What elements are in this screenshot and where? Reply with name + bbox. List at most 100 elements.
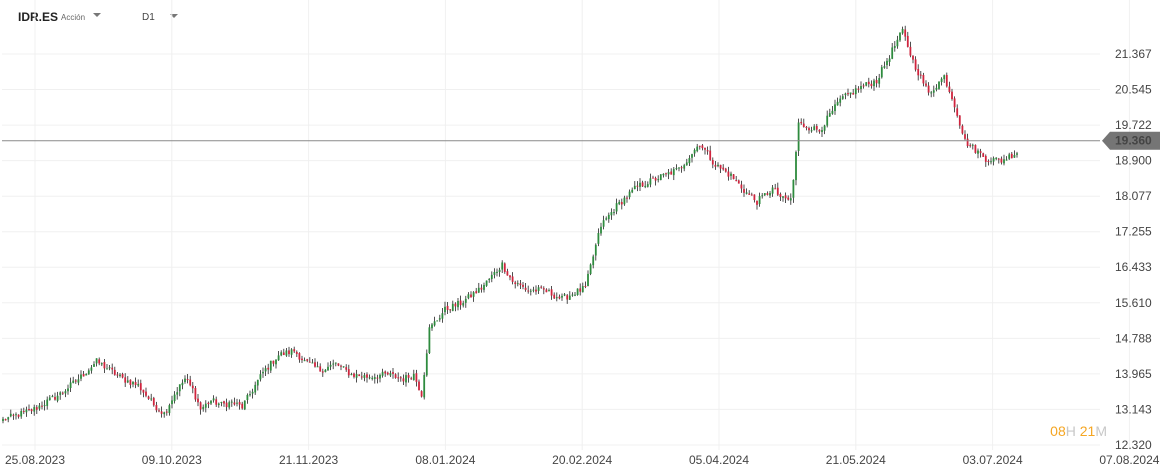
candle	[243, 400, 246, 411]
candle-body	[12, 414, 15, 416]
candle-body	[48, 397, 51, 401]
candle	[376, 374, 379, 384]
x-tick-label: 09.10.2023	[142, 453, 202, 467]
candle	[930, 90, 933, 98]
candle-body	[251, 391, 254, 394]
candle-body	[722, 167, 725, 170]
candle-body	[145, 391, 147, 396]
x-tick-label: 08.01.2024	[415, 453, 475, 467]
candle	[178, 384, 181, 397]
candle	[1003, 154, 1005, 166]
candle-body	[995, 157, 998, 159]
candle-body	[917, 68, 920, 76]
candle-body	[410, 378, 413, 380]
candle	[917, 64, 920, 81]
candle	[532, 286, 535, 293]
candle-body	[891, 47, 894, 59]
candle-body	[103, 362, 106, 369]
candle	[977, 148, 979, 159]
candle-body	[540, 286, 543, 288]
candle-body	[766, 193, 769, 195]
candle	[308, 357, 311, 363]
timeframe-selector[interactable]: D1	[142, 12, 155, 23]
candle-body	[420, 391, 423, 397]
candle-body	[823, 125, 826, 131]
candle	[800, 118, 803, 125]
candle	[498, 267, 501, 277]
candle-body	[262, 371, 264, 374]
candle-body	[366, 374, 368, 378]
candle-body	[542, 288, 545, 290]
candle	[210, 400, 212, 405]
candle-body	[134, 382, 137, 385]
candle-body	[792, 179, 795, 198]
candle	[1016, 151, 1018, 158]
candle-body	[35, 407, 38, 410]
candle-body	[191, 385, 194, 389]
candle-body	[386, 372, 389, 375]
candle	[373, 373, 376, 384]
candle	[867, 77, 870, 88]
candle	[964, 130, 966, 141]
candle	[202, 404, 205, 412]
candle	[54, 392, 56, 401]
candle	[103, 359, 106, 373]
candle-body	[818, 129, 821, 132]
candle-body	[433, 321, 436, 326]
candle	[675, 164, 678, 171]
timeframe-dropdown-icon[interactable]	[170, 14, 178, 18]
candle	[238, 399, 241, 410]
candle-body	[958, 115, 961, 126]
candle-body	[724, 168, 727, 172]
candle-body	[810, 130, 813, 132]
chart-grid	[2, 0, 1130, 450]
candle	[160, 406, 163, 418]
candle-body	[329, 364, 332, 367]
y-tick-label: 17.255	[1115, 225, 1152, 239]
candle-body	[298, 353, 301, 360]
y-tick-label: 13.143	[1115, 402, 1152, 416]
candle-body	[85, 374, 88, 376]
candle	[371, 375, 374, 381]
candle	[649, 173, 652, 188]
candle-body	[217, 403, 220, 406]
candle-body	[1016, 153, 1018, 155]
candle	[386, 371, 389, 376]
candle-body	[649, 178, 652, 185]
candle-body	[984, 156, 987, 162]
candle-body	[888, 58, 891, 62]
candle	[600, 222, 602, 236]
candle-body	[867, 81, 870, 85]
candle	[121, 372, 124, 379]
candle	[587, 270, 589, 287]
candle	[883, 61, 886, 69]
candle	[657, 175, 660, 183]
candle-body	[483, 284, 485, 290]
candle-body	[878, 78, 881, 84]
candle	[288, 346, 290, 357]
candle	[839, 95, 842, 107]
candle-body	[797, 122, 800, 151]
candle-body	[137, 383, 140, 386]
candle	[990, 157, 992, 165]
candle	[568, 291, 571, 300]
candle	[1008, 152, 1011, 161]
candle	[979, 148, 982, 158]
candle-body	[25, 409, 28, 413]
candle-body	[943, 75, 946, 80]
candle-body	[506, 271, 509, 276]
candle-body	[748, 193, 751, 195]
candle-body	[844, 93, 847, 96]
candle-body	[680, 167, 683, 169]
candle-body	[1008, 154, 1011, 159]
symbol-dropdown-icon[interactable]	[93, 13, 101, 17]
candle	[566, 293, 569, 304]
candle	[615, 198, 618, 215]
candle-body	[282, 352, 285, 355]
candle	[358, 374, 361, 377]
candle-body	[472, 292, 475, 297]
candle	[602, 215, 605, 230]
candle	[228, 400, 231, 410]
symbol-selector[interactable]: IDR.ES	[18, 10, 59, 24]
